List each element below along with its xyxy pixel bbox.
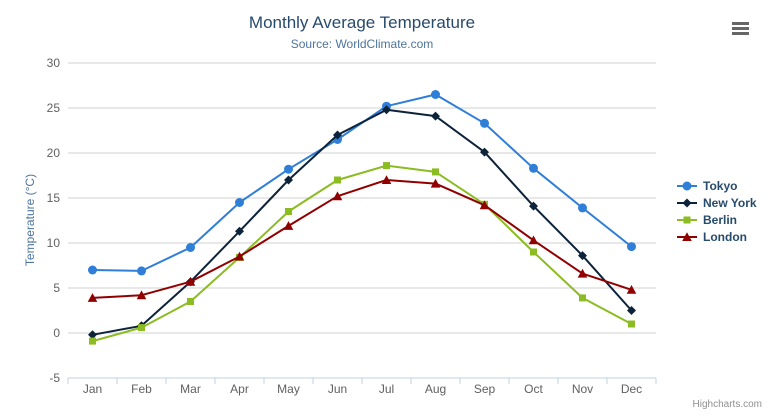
data-point-tokyo-nov[interactable] [578, 203, 587, 213]
legend-marker-diamond-icon [677, 198, 697, 207]
x-axis-tick-label: Jun [328, 382, 347, 396]
legend-marker-circle-icon [677, 181, 697, 190]
data-point-new-york-aug[interactable] [431, 111, 440, 121]
data-point-tokyo-feb[interactable] [137, 266, 146, 276]
data-point-new-york-apr[interactable] [235, 226, 244, 236]
y-axis-tick-label: 20 [47, 146, 61, 160]
data-point-london-dec[interactable] [626, 285, 637, 294]
y-axis-tick-label: 0 [53, 326, 60, 340]
data-point-berlin-feb[interactable] [138, 324, 145, 332]
data-point-london-nov[interactable] [577, 268, 588, 278]
context-menu-button[interactable] [729, 19, 752, 38]
data-point-new-york-jun[interactable] [333, 130, 342, 140]
x-axis-tick-label: Apr [230, 382, 249, 396]
x-axis-tick-label: May [277, 382, 300, 396]
series-new-york[interactable] [88, 105, 636, 340]
data-point-tokyo-sep[interactable] [480, 118, 489, 128]
chart-subtitle: Source: WorldClimate.com [290, 37, 434, 51]
chart-title: Monthly Average Temperature [248, 13, 476, 32]
data-point-tokyo-aug[interactable] [431, 90, 440, 99]
data-point-berlin-mar[interactable] [187, 298, 194, 305]
legend-label-tokyo: Tokyo [703, 178, 738, 193]
legend-item-london[interactable]: London [676, 228, 757, 245]
data-point-tokyo-dec[interactable] [627, 242, 636, 252]
data-point-berlin-jan[interactable] [89, 337, 96, 345]
data-point-new-york-nov[interactable] [578, 251, 587, 261]
legend-item-tokyo[interactable]: Tokyo [676, 177, 757, 194]
data-point-berlin-oct[interactable] [530, 248, 537, 256]
y-axis-tick-label: 10 [47, 236, 61, 250]
data-point-tokyo-mar[interactable] [186, 243, 195, 252]
y-axis-tick-label: 15 [47, 191, 61, 205]
series-line-berlin[interactable] [91, 164, 633, 343]
data-point-london-may[interactable] [283, 221, 294, 230]
data-point-tokyo-oct[interactable] [529, 163, 538, 173]
legend-item-berlin[interactable]: Berlin [676, 211, 757, 228]
series-tokyo[interactable] [88, 90, 636, 276]
series-line-london[interactable] [91, 179, 633, 299]
data-point-berlin-jun[interactable] [334, 176, 341, 184]
y-axis-tick-label: 5 [53, 281, 60, 295]
legend-marker-square-icon [677, 216, 697, 223]
y-axis-tick-label: 30 [47, 56, 61, 70]
x-axis-tick-label: Sep [474, 382, 496, 396]
data-point-berlin-jul[interactable] [383, 162, 390, 170]
hamburger-menu-icon [732, 22, 749, 35]
data-point-new-york-dec[interactable] [627, 306, 636, 315]
data-point-new-york-may[interactable] [284, 175, 293, 185]
highcharts-credit-link[interactable]: Highcharts.com [692, 399, 762, 410]
legend-label-london: London [703, 229, 747, 244]
series-line-tokyo[interactable] [91, 93, 633, 272]
data-point-berlin-aug[interactable] [432, 168, 439, 176]
x-axis-tick-label: Oct [524, 382, 543, 396]
legend-item-new-york[interactable]: New York [676, 194, 757, 211]
series-london[interactable] [87, 175, 637, 302]
data-point-tokyo-may[interactable] [284, 164, 293, 174]
data-point-london-aug[interactable] [430, 178, 441, 188]
x-axis-tick-label: Jul [379, 382, 394, 396]
data-point-new-york-jan[interactable] [88, 330, 97, 340]
y-axis-tick-label: -5 [49, 371, 60, 385]
data-point-london-jun[interactable] [332, 191, 343, 201]
data-point-berlin-dec[interactable] [628, 320, 635, 328]
data-point-london-feb[interactable] [136, 290, 147, 300]
x-axis-tick-label: Dec [621, 382, 642, 396]
data-point-tokyo-jan[interactable] [88, 265, 97, 275]
data-point-london-apr[interactable] [234, 251, 245, 261]
data-point-london-sep[interactable] [479, 200, 490, 210]
y-axis-tick-label: 25 [47, 101, 61, 115]
data-point-london-jul[interactable] [381, 175, 392, 184]
x-axis-tick-label: Nov [572, 382, 593, 396]
data-point-berlin-may[interactable] [285, 208, 292, 215]
legend-marker-triangle-icon [677, 231, 697, 241]
data-point-new-york-sep[interactable] [480, 147, 489, 157]
x-axis-tick-label: Aug [425, 382, 446, 396]
x-axis-tick-label: Feb [131, 382, 152, 396]
data-point-tokyo-apr[interactable] [235, 198, 244, 207]
data-point-london-oct[interactable] [528, 235, 539, 245]
data-point-new-york-jul[interactable] [382, 105, 391, 115]
y-axis-title: Temperature (°C) [23, 173, 37, 267]
data-point-london-jan[interactable] [87, 293, 98, 302]
data-point-new-york-oct[interactable] [529, 201, 538, 211]
legend-label-new-york: New York [703, 195, 757, 210]
data-point-berlin-nov[interactable] [579, 294, 586, 302]
legend: Tokyo New York Berlin London [676, 177, 757, 245]
data-point-london-mar[interactable] [185, 276, 196, 286]
series-line-new-york[interactable] [91, 108, 633, 336]
x-axis-tick-label: Mar [180, 382, 201, 396]
legend-label-berlin: Berlin [703, 212, 738, 227]
x-axis-tick-label: Jan [83, 382, 102, 396]
